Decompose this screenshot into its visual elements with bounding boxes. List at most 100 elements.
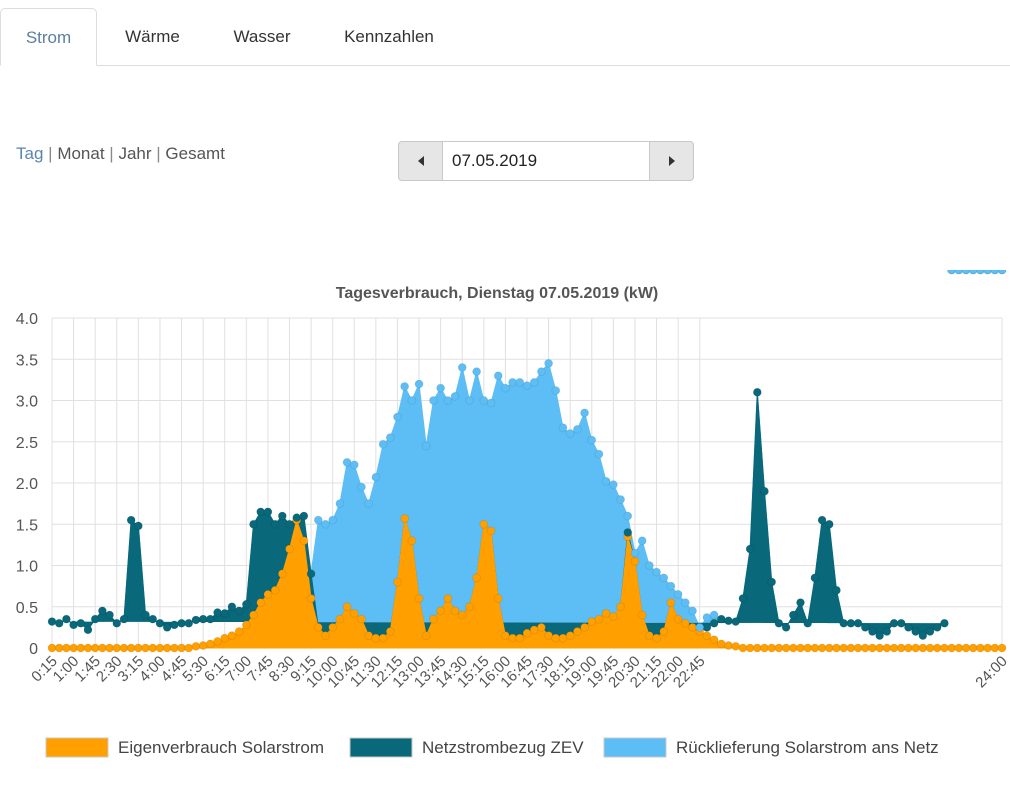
series-eigenverbrauch-point	[673, 614, 683, 624]
series-ruecklieferung-point	[623, 511, 633, 521]
y-tick-label: 1.5	[16, 517, 38, 534]
series-eigenverbrauch-point	[213, 636, 223, 646]
series-netzstrombezug-point	[76, 618, 86, 628]
series-eigenverbrauch-point	[335, 614, 345, 624]
series-eigenverbrauch-point	[522, 628, 532, 638]
series-netzstrombezug-legend-swatch	[349, 737, 413, 758]
series-eigenverbrauch-point	[572, 627, 582, 636]
series-eigenverbrauch-point	[702, 631, 712, 641]
series-eigenverbrauch-point	[644, 631, 654, 641]
series-ruecklieferung-point	[983, 270, 993, 275]
series-netzstrombezug-point	[788, 610, 798, 620]
series-ruecklieferung-point	[328, 515, 338, 525]
series-ruecklieferung-point	[349, 460, 359, 470]
series-eigenverbrauch-point	[637, 610, 647, 620]
period-jahr-link[interactable]: Jahr	[118, 144, 152, 163]
series-ruecklieferung-point	[637, 536, 647, 546]
series-eigenverbrauch-point	[198, 641, 208, 651]
period-separator: |	[48, 144, 53, 163]
date-input[interactable]	[443, 142, 649, 180]
series-ruecklieferung-point	[644, 561, 654, 570]
series-eigenverbrauch-point	[680, 618, 690, 628]
series-ruecklieferung-point	[968, 270, 978, 275]
series-ruecklieferung-point	[601, 476, 611, 486]
series-ruecklieferung-point	[990, 270, 1000, 275]
series-eigenverbrauch-point	[659, 627, 669, 636]
previous-day-button[interactable]	[399, 142, 443, 180]
series-netzstrombezug-point	[112, 618, 122, 628]
series-eigenverbrauch-point	[479, 519, 489, 529]
series-netzstrombezug-point	[731, 617, 741, 627]
series-ruecklieferung-point	[680, 598, 690, 608]
series-ruecklieferung-point	[947, 270, 957, 275]
series-netzstrombezug-point	[47, 617, 57, 627]
series-eigenverbrauch-point	[666, 598, 676, 608]
series-netzstrombezug-point	[623, 528, 633, 537]
series-eigenverbrauch-point	[349, 608, 359, 618]
series-eigenverbrauch-point	[443, 594, 453, 603]
series-netzstrombezug-point	[774, 618, 784, 628]
period-gesamt-link[interactable]: Gesamt	[165, 144, 225, 163]
series-ruecklieferung-point	[364, 499, 374, 509]
series-netzstrombezug-point	[824, 519, 834, 529]
y-tick-label: 1.0	[16, 559, 38, 576]
series-eigenverbrauch-point	[313, 622, 323, 632]
next-day-button[interactable]	[649, 142, 693, 180]
series-netzstrombezug-point	[860, 622, 870, 632]
series-ruecklieferung-point	[400, 381, 410, 391]
series-eigenverbrauch-point	[249, 610, 259, 620]
series-eigenverbrauch-point	[493, 594, 503, 603]
series-eigenverbrauch-point	[392, 577, 402, 587]
series-eigenverbrauch-point	[299, 536, 309, 546]
period-selector: Tag | Monat | Jahr | Gesamt	[16, 144, 225, 164]
tab-strom[interactable]: Strom	[0, 8, 97, 66]
series-netzstrombezug-point	[810, 573, 820, 583]
series-ruecklieferung-point	[594, 449, 604, 459]
series-ruecklieferung-point	[335, 499, 345, 509]
period-separator: |	[156, 144, 161, 163]
series-netzstrombezug-point	[752, 387, 762, 397]
series-eigenverbrauch-point	[263, 589, 273, 599]
series-eigenverbrauch-point	[544, 631, 554, 641]
series-netzstrombezug-point	[126, 515, 136, 525]
series-eigenverbrauch-point	[184, 643, 194, 653]
tab-waerme[interactable]: Wärme	[125, 27, 180, 46]
series-netzstrombezug-point	[817, 515, 827, 525]
period-monat-link[interactable]: Monat	[57, 144, 105, 163]
tab-wasser[interactable]: Wasser	[233, 27, 291, 46]
series-netzstrombezug-point	[97, 606, 107, 616]
series-netzstrombezug-point	[709, 618, 719, 628]
series-netzstrombezug-point	[831, 585, 841, 595]
series-netzstrombezug-point	[220, 608, 230, 618]
series-ruecklieferung-point	[961, 270, 971, 275]
series-netzstrombezug-point	[61, 614, 71, 624]
series-ruecklieferung-point	[673, 589, 683, 599]
series-netzstrombezug-point	[162, 622, 172, 632]
series-eigenverbrauch-point	[997, 643, 1007, 653]
series-eigenverbrauch-point	[342, 602, 352, 612]
series-ruecklieferung-point	[630, 548, 640, 558]
series-ruecklieferung-point	[479, 396, 489, 405]
period-tag-link[interactable]: Tag	[16, 144, 44, 163]
daily-consumption-chart: Tagesverbrauch, Dienstag 07.05.2019 (kW)…	[16, 270, 1010, 758]
series-netzstrombezug-point	[738, 594, 748, 603]
series-netzstrombezug-point	[918, 631, 928, 641]
series-eigenverbrauch-point	[500, 631, 510, 641]
series-eigenverbrauch-point	[601, 608, 611, 618]
series-netzstrombezug-point	[306, 569, 316, 579]
series-ruecklieferung-point	[587, 435, 597, 445]
series-eigenverbrauch-point	[709, 635, 719, 645]
series-eigenverbrauch-point	[616, 602, 626, 612]
series-eigenverbrauch-point	[385, 627, 395, 636]
series-netzstrombezug-point	[155, 618, 165, 628]
series-eigenverbrauch-point	[414, 594, 424, 603]
series-ruecklieferung-point	[472, 367, 482, 377]
series-netzstrombezug-point	[270, 519, 280, 529]
series-ruecklieferung-point	[572, 424, 582, 434]
series-ruecklieferung-point	[666, 581, 676, 591]
series-netzstrombezug-point	[760, 486, 769, 496]
tab-kennzahlen[interactable]: Kennzahlen	[344, 27, 434, 46]
series-netzstrombezug-point	[939, 618, 949, 628]
series-netzstrombezug-point	[285, 519, 294, 529]
y-tick-label: 3.0	[16, 394, 38, 411]
